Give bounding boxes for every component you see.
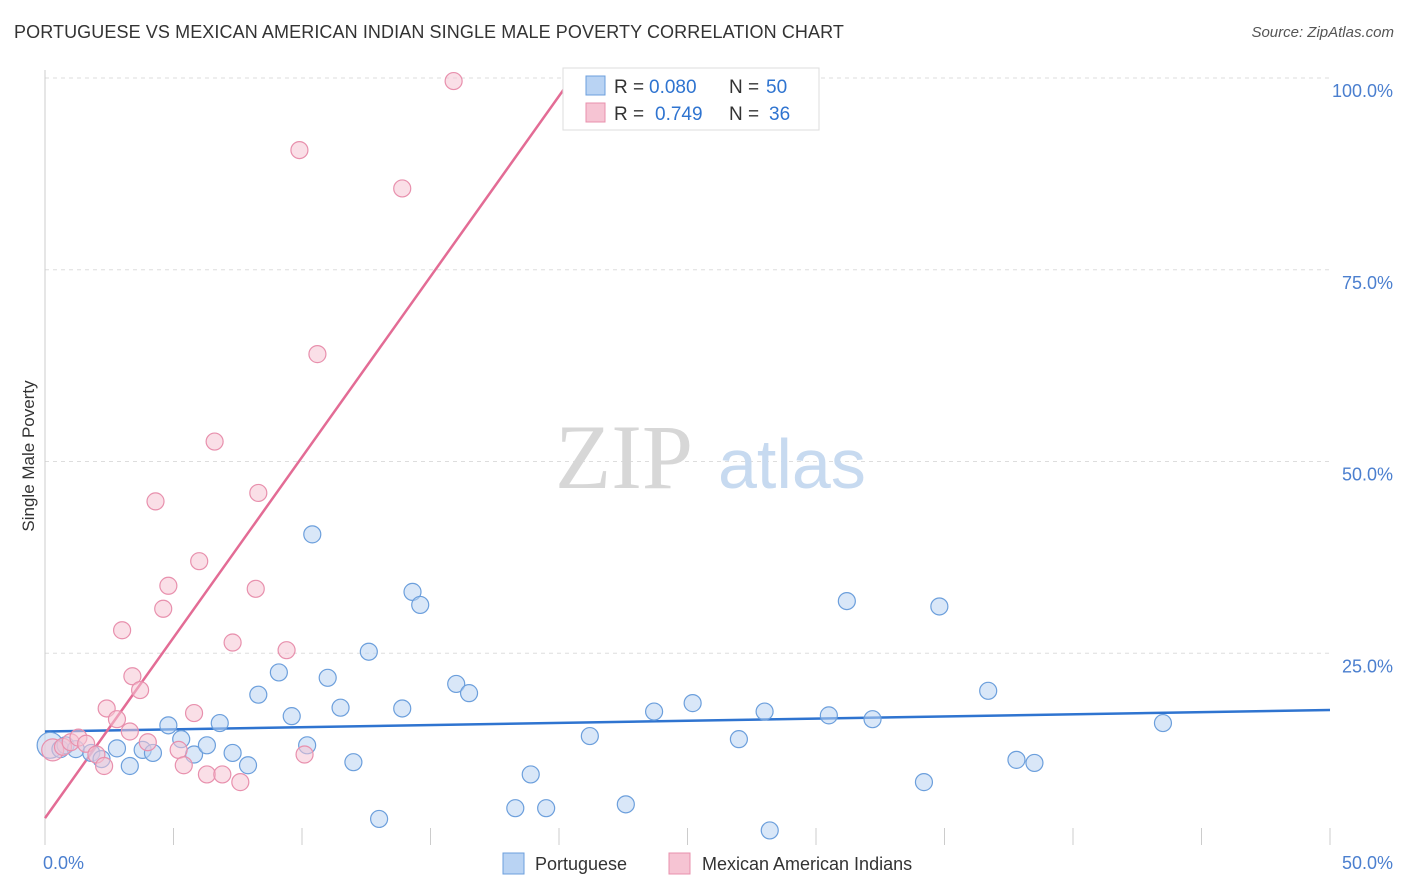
point-portuguese xyxy=(1025,753,1044,773)
legend-label-portuguese: Portuguese xyxy=(535,854,627,874)
stats-n-label-1: N = xyxy=(729,77,759,98)
point-mexican xyxy=(213,765,232,784)
stats-r-label-2: R = xyxy=(614,104,644,125)
point-portuguese xyxy=(269,663,288,682)
y-tick-label-50: 50.0% xyxy=(1342,465,1393,485)
stats-n-value-1: 50 xyxy=(766,77,787,98)
point-portuguese xyxy=(249,685,268,704)
chart-title: PORTUGUESE VS MEXICAN AMERICAN INDIAN SI… xyxy=(14,22,845,42)
point-mexican xyxy=(290,140,309,160)
trend-line-mexican xyxy=(43,77,573,819)
point-portuguese xyxy=(506,799,525,818)
point-portuguese xyxy=(580,726,599,746)
x-tick-label-min: 0.0% xyxy=(43,853,84,873)
point-portuguese xyxy=(238,756,258,775)
point-portuguese xyxy=(411,595,430,615)
stats-n-label-2: N = xyxy=(729,104,759,125)
y-tick-label-75: 75.0% xyxy=(1342,273,1393,293)
point-portuguese xyxy=(370,809,389,829)
point-portuguese xyxy=(819,706,838,725)
point-portuguese xyxy=(683,694,702,713)
point-portuguese xyxy=(1153,713,1173,733)
stats-swatch-mexican xyxy=(585,102,606,123)
source-credit: Source: ZipAtlas.com xyxy=(1251,24,1394,41)
point-mexican xyxy=(205,432,224,451)
point-mexican xyxy=(184,703,204,723)
y-tick-label-25: 25.0% xyxy=(1342,656,1393,676)
point-mexican xyxy=(154,599,173,618)
point-portuguese xyxy=(863,710,882,729)
point-mexican xyxy=(169,740,188,759)
point-mexican xyxy=(308,345,327,364)
point-mexican xyxy=(107,710,127,729)
point-portuguese xyxy=(760,821,779,840)
point-mexican xyxy=(246,579,265,598)
point-mexican xyxy=(393,179,412,198)
stats-swatch-portuguese xyxy=(585,75,606,96)
y-axis-label: Single Male Poverty xyxy=(19,380,38,532)
point-portuguese xyxy=(521,765,540,784)
point-mexican xyxy=(174,756,193,775)
point-mexican xyxy=(95,756,114,776)
point-mexican xyxy=(120,722,139,741)
axes: 25.0% 50.0% 75.0% 100.0% 0.0% 50.0% xyxy=(43,70,1393,873)
point-portuguese xyxy=(282,707,301,726)
stats-legend: R = 0.080 N = 50 R = 0.749 N = 36 xyxy=(562,67,820,131)
point-portuguese xyxy=(210,713,229,733)
point-mexican xyxy=(159,576,178,595)
point-mexican xyxy=(231,773,250,792)
point-mexican xyxy=(444,71,463,91)
gridlines xyxy=(45,77,1330,654)
legend-swatch-mexican xyxy=(668,852,691,875)
point-portuguese xyxy=(459,684,479,703)
x-tick-label-max: 50.0% xyxy=(1342,853,1393,873)
point-portuguese xyxy=(344,753,363,772)
point-portuguese xyxy=(979,681,998,700)
point-portuguese xyxy=(930,597,949,616)
y-tick-label-100: 100.0% xyxy=(1332,81,1393,101)
trend-line-portuguese xyxy=(44,708,1331,733)
point-mexican xyxy=(223,633,242,652)
point-mexican xyxy=(138,733,157,752)
point-portuguese xyxy=(644,702,664,721)
point-portuguese xyxy=(616,795,635,814)
point-portuguese xyxy=(331,698,350,717)
point-portuguese xyxy=(837,591,856,611)
point-portuguese xyxy=(755,702,774,721)
point-mexican xyxy=(146,492,165,511)
point-mexican xyxy=(190,552,209,571)
point-portuguese xyxy=(107,739,127,758)
point-portuguese xyxy=(223,743,242,763)
series-legend: Portuguese Mexican American Indians xyxy=(502,852,912,875)
point-portuguese xyxy=(120,756,139,776)
point-portuguese xyxy=(393,699,412,718)
point-portuguese xyxy=(197,736,217,755)
point-mexican xyxy=(249,483,268,503)
legend-label-mexican: Mexican American Indians xyxy=(702,854,912,874)
point-portuguese xyxy=(303,525,322,544)
point-portuguese xyxy=(447,674,466,694)
point-portuguese xyxy=(729,730,749,749)
point-mexican xyxy=(112,621,132,640)
point-mexican xyxy=(197,765,217,784)
watermark-atlas: atlas xyxy=(718,425,866,503)
point-portuguese xyxy=(359,642,378,661)
watermark-zip: ZIP xyxy=(555,406,693,508)
point-portuguese xyxy=(537,799,556,818)
point-mexican xyxy=(130,680,150,700)
stats-n-value-2: 36 xyxy=(769,104,790,125)
stats-r-value-2: 0.749 xyxy=(655,104,703,125)
point-portuguese xyxy=(159,716,178,735)
stats-r-value-1: 0.080 xyxy=(649,77,697,98)
point-mexican xyxy=(277,641,296,660)
stats-r-label-1: R = xyxy=(614,77,644,98)
point-mexican xyxy=(295,745,314,764)
legend-swatch-portuguese xyxy=(502,852,525,875)
point-mexican xyxy=(123,667,142,686)
point-portuguese xyxy=(318,668,337,687)
point-portuguese xyxy=(914,773,934,792)
data-points xyxy=(36,71,1173,840)
point-portuguese xyxy=(1007,750,1026,769)
